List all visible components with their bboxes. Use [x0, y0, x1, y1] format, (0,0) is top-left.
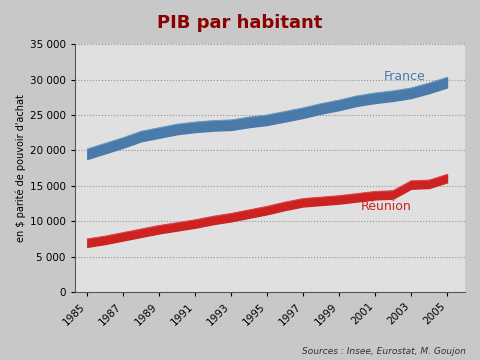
Text: Sources : Insee, Eurostat, M. Goujon: Sources : Insee, Eurostat, M. Goujon — [302, 347, 466, 356]
Text: PIB par habitant: PIB par habitant — [157, 14, 323, 32]
Text: France: France — [384, 70, 426, 83]
Text: Réunion: Réunion — [360, 200, 411, 213]
Y-axis label: en $ parité de pouvoir d'achat: en $ parité de pouvoir d'achat — [15, 94, 25, 242]
